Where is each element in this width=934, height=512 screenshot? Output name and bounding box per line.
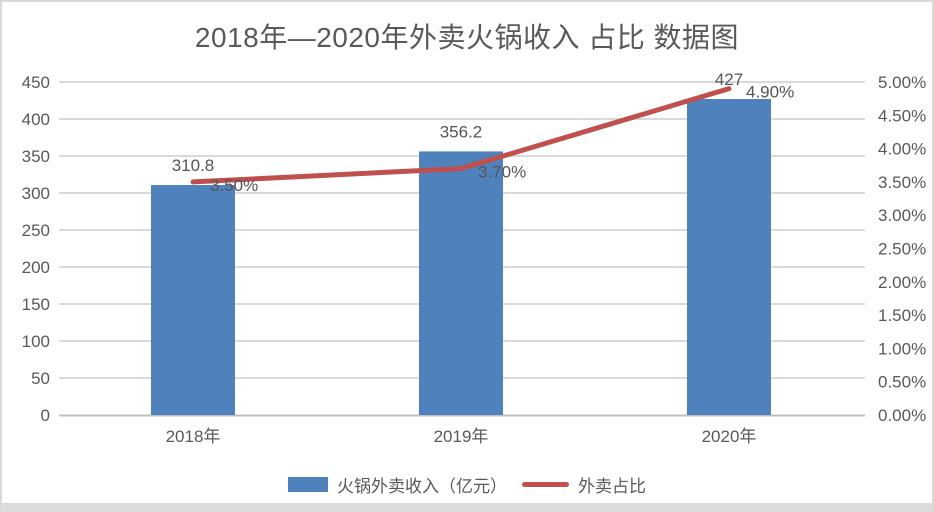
bar [687, 99, 771, 416]
y-tick-label-right: 1.50% [878, 306, 926, 325]
y-tick-label-left: 150 [22, 295, 50, 314]
y-tick-label-left: 300 [22, 184, 50, 203]
y-tick-label-right: 1.00% [878, 339, 926, 358]
y-tick-label-left: 250 [22, 221, 50, 240]
line-value-label: 3.70% [478, 163, 526, 182]
y-tick-label-right: 5.00% [878, 73, 926, 92]
bar-value-label: 427 [715, 70, 743, 89]
y-tick-label-right: 0.50% [878, 373, 926, 392]
window-bottom-strip [2, 503, 932, 512]
y-tick-label-right: 4.50% [878, 106, 926, 125]
bar [151, 185, 235, 415]
y-tick-label-right: 4.00% [878, 140, 926, 159]
legend-item-line-series: 外卖占比 [522, 472, 646, 497]
y-tick-label-left: 50 [31, 369, 50, 388]
legend-swatch-line [522, 482, 569, 487]
y-tick-label-left: 350 [22, 147, 50, 166]
y-tick-label-left: 100 [22, 332, 50, 351]
y-tick-label-right: 3.00% [878, 206, 926, 225]
y-tick-label-right: 0.00% [878, 406, 926, 425]
chart-title: 2018年—2020年外卖火锅收入 占比 数据图 [194, 22, 740, 53]
line-value-label: 4.90% [746, 83, 794, 102]
legend-label-bar-series: 火锅外卖收入（亿元） [337, 477, 507, 496]
y-tick-label-right: 2.50% [878, 240, 926, 259]
legend-label-line-series: 外卖占比 [578, 477, 646, 496]
line-value-label: 3.50% [210, 176, 258, 195]
trend-line [190, 86, 732, 185]
y-tick-label-left: 400 [22, 110, 50, 129]
legend: 火锅外卖收入（亿元） 外卖占比 [2, 472, 932, 497]
y-tick-label-right: 3.50% [878, 173, 926, 192]
x-category-label: 2020年 [702, 427, 757, 446]
legend-swatch-bar [288, 477, 328, 492]
bar-value-label: 310.8 [172, 156, 215, 175]
x-category-label: 2019年 [434, 427, 489, 446]
y-tick-label-right: 2.00% [878, 273, 926, 292]
y-tick-label-left: 450 [22, 73, 50, 92]
bar [419, 151, 503, 416]
legend-item-bar-series: 火锅外卖收入（亿元） [288, 472, 507, 497]
bar-value-label: 356.2 [440, 122, 483, 141]
x-category-label: 2018年 [166, 427, 221, 446]
y-tick-label-left: 0 [41, 406, 50, 425]
y-tick-label-left: 200 [22, 258, 50, 277]
